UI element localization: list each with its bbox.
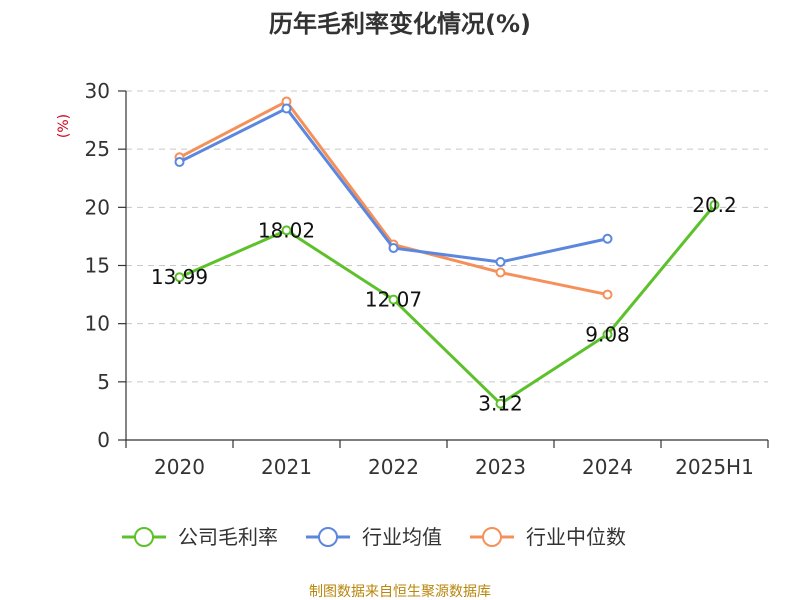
- data-point[interactable]: [495, 257, 506, 268]
- data-point[interactable]: [602, 289, 613, 300]
- y-axis-unit-label: (%): [56, 114, 72, 138]
- data-label: 12.07: [365, 288, 422, 312]
- x-tick-label: 2020: [154, 455, 205, 479]
- data-point[interactable]: [602, 233, 613, 244]
- x-tick-label: 2021: [261, 455, 312, 479]
- grid-lines: [126, 90, 768, 383]
- data-labels: 13.99 18.02 12.07 3.12 9.08 20.2: [151, 193, 737, 416]
- legend-item-0[interactable]: 公司毛利率: [122, 525, 278, 549]
- data-point[interactable]: [281, 225, 292, 236]
- source-note: 制图数据来自恒生聚源数据库: [309, 584, 491, 600]
- y-tick-label: 10: [85, 312, 110, 336]
- legend-marker: [482, 527, 502, 547]
- data-point[interactable]: [495, 398, 506, 409]
- y-tick-label: 25: [85, 137, 110, 161]
- y-tick-label: 0: [97, 428, 110, 452]
- data-point[interactable]: [174, 272, 185, 283]
- data-label: 20.2: [692, 193, 737, 217]
- x-tick-label: 2024: [582, 455, 633, 479]
- series-line-1: [178, 106, 608, 264]
- series-line-0: [178, 204, 716, 406]
- legend-marker: [134, 527, 154, 547]
- y-tick-label: 30: [85, 79, 110, 103]
- legend[interactable]: 公司毛利率 行业均值 行业中位数: [122, 525, 626, 549]
- x-tick-label: 2023: [475, 455, 526, 479]
- x-tick-label: 2022: [368, 455, 419, 479]
- data-label: 13.99: [151, 265, 208, 289]
- x-tick-label: 2025H1: [675, 455, 754, 479]
- data-label: 18.02: [258, 218, 315, 242]
- data-point[interactable]: [709, 200, 720, 211]
- data-point[interactable]: [388, 243, 399, 254]
- legend-label: 行业中位数: [526, 525, 626, 549]
- legend-item-1[interactable]: 行业均值: [306, 525, 442, 549]
- data-point[interactable]: [174, 156, 185, 167]
- y-tick-label: 20: [85, 195, 110, 219]
- data-label: 3.12: [478, 392, 523, 416]
- chart-title: 历年毛利率变化情况(%): [269, 10, 531, 38]
- legend-label: 行业均值: [362, 525, 442, 549]
- legend-label: 公司毛利率: [178, 525, 278, 549]
- legend-item-2[interactable]: 行业中位数: [470, 525, 626, 549]
- data-point[interactable]: [495, 267, 506, 278]
- y-tick-label: 15: [85, 254, 110, 278]
- data-point[interactable]: [281, 103, 292, 114]
- data-point[interactable]: [388, 294, 399, 305]
- legend-marker: [318, 527, 338, 547]
- y-tick-label: 5: [97, 370, 110, 394]
- data-label: 9.08: [585, 322, 630, 346]
- series-lines: [174, 96, 720, 409]
- axes: 0 5 10 15 20 25 30 2020 2021 2022 2023 2024 2025H1: [85, 79, 769, 479]
- data-point[interactable]: [602, 329, 613, 340]
